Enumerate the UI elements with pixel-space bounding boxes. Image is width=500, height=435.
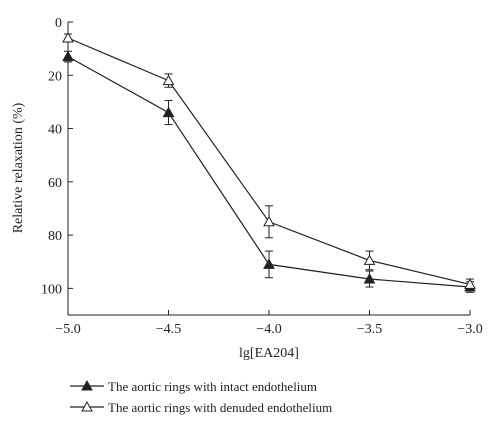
data-point-filled-triangle — [162, 106, 175, 118]
data-point-open-triangle — [464, 278, 476, 289]
series-denuded — [62, 31, 476, 291]
y-axis-title: Relative relaxation (%) — [11, 102, 26, 233]
x-ticks: −5.0 −4.5 −4.0 −3.5 −3.0 — [55, 310, 483, 337]
x-tick-label: −4.0 — [256, 322, 281, 337]
data-point-open-triangle — [263, 215, 275, 227]
data-point-open-triangle — [363, 254, 376, 265]
x-axis-title: lg[EA204] — [239, 346, 299, 361]
data-point-open-triangle — [162, 74, 175, 86]
x-tick-label: −3.5 — [357, 322, 382, 337]
series-layer — [62, 31, 476, 293]
series-line — [67, 37, 471, 285]
y-tick-label: 0 — [55, 16, 62, 31]
y-ticks: 0 20 40 60 80 100 — [41, 16, 73, 297]
legend-label-intact: The aortic rings with intact endothelium — [108, 379, 317, 394]
data-point-open-triangle — [62, 31, 74, 43]
legend-item-denuded: The aortic rings with denuded endotheliu… — [70, 400, 332, 415]
data-point-filled-triangle — [62, 50, 74, 62]
data-point-filled-triangle — [263, 258, 275, 269]
y-tick-label: 40 — [48, 123, 62, 138]
y-tick-label: 80 — [48, 229, 62, 244]
legend: The aortic rings with intact endothelium… — [70, 379, 332, 415]
series-intact — [62, 50, 476, 293]
legend-item-intact: The aortic rings with intact endothelium — [70, 379, 317, 394]
data-point-filled-triangle — [363, 273, 376, 284]
y-tick-label: 60 — [48, 176, 62, 191]
legend-marker-open-triangle-icon — [81, 400, 93, 412]
x-tick-label: −5.0 — [55, 322, 80, 337]
x-tick-label: −3.0 — [457, 322, 482, 337]
legend-marker-filled-triangle-icon — [81, 379, 93, 391]
legend-label-denuded: The aortic rings with denuded endotheliu… — [108, 400, 332, 415]
y-tick-label: 100 — [41, 282, 62, 297]
x-tick-label: −4.5 — [156, 322, 181, 337]
y-tick-label: 20 — [48, 69, 62, 84]
